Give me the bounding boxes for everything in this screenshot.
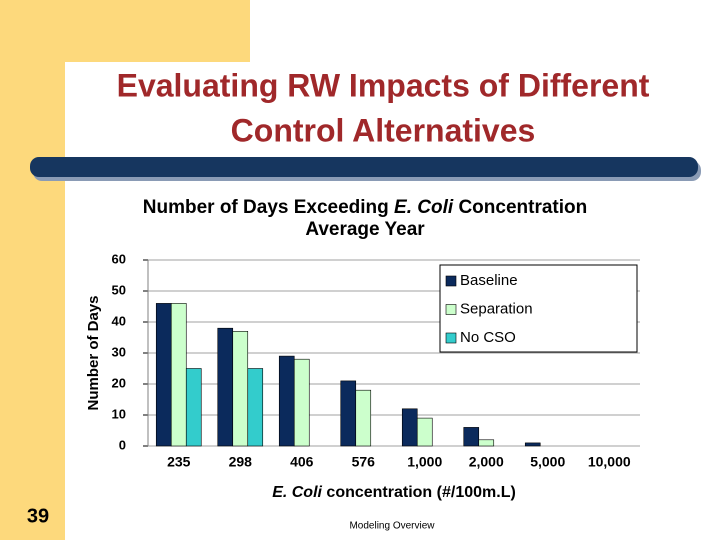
chart-subtitle: Average Year: [305, 219, 425, 240]
x-axis-label-part: E. Coli: [272, 484, 322, 501]
bar: [416, 417, 433, 447]
divider-bar: [30, 157, 698, 177]
y-axis-label: Number of Days: [85, 295, 102, 410]
y-tick-label: 0: [119, 437, 126, 452]
slide-title: Control Alternatives: [231, 112, 536, 148]
x-tick-label: 298: [229, 454, 253, 470]
bar: [278, 355, 295, 447]
bar: [401, 408, 418, 447]
y-tick-label: 30: [112, 344, 126, 359]
bar: [185, 368, 202, 447]
bar: [355, 389, 372, 447]
slide-title: Evaluating RW Impacts of Different: [117, 67, 650, 103]
legend-label: Baseline: [460, 272, 518, 289]
bar: [217, 327, 234, 447]
slide-number: 39: [27, 505, 49, 527]
x-axis-label-part: concentration (#/100m.L): [322, 484, 516, 501]
x-tick-label: 1,000: [407, 454, 442, 470]
y-tick-label: 40: [112, 313, 126, 328]
y-tick-label: 10: [112, 406, 126, 421]
y-tick-label: 50: [112, 282, 126, 297]
legend-swatch: [445, 304, 457, 315]
x-tick-label: 406: [290, 454, 314, 470]
bar: [463, 427, 480, 447]
bar: [170, 303, 187, 447]
chart-title: Number of Days Exceeding E. Coli Concent…: [143, 197, 587, 218]
bar: [478, 439, 495, 447]
x-axis-label: E. Coli concentration (#/100m.L): [272, 484, 516, 501]
chart-title-part: Concentration: [453, 197, 587, 218]
legend-swatch: [445, 332, 457, 344]
legend-label: Separation: [460, 300, 533, 317]
bar: [524, 442, 541, 447]
y-tick-label: 20: [112, 375, 126, 390]
bar: [155, 303, 172, 447]
legend-swatch: [445, 275, 457, 287]
footer: Modeling Overview: [349, 521, 435, 532]
bar: [293, 358, 310, 447]
x-tick-label: 10,000: [588, 454, 631, 470]
chart-title-part: Number of Days Exceeding: [143, 197, 394, 218]
x-tick-label: 235: [167, 454, 191, 470]
bar: [247, 368, 264, 447]
legend-label: No CSO: [460, 329, 516, 346]
bar: [232, 330, 249, 447]
x-tick-label: 5,000: [530, 454, 565, 470]
y-tick-label: 60: [112, 251, 126, 266]
x-tick-label: 2,000: [469, 454, 504, 470]
side-band: [0, 0, 65, 540]
x-tick-label: 576: [352, 454, 376, 470]
chart-title-part: E. Coli: [394, 197, 454, 218]
bar: [340, 380, 357, 447]
legend-box: [439, 264, 638, 353]
